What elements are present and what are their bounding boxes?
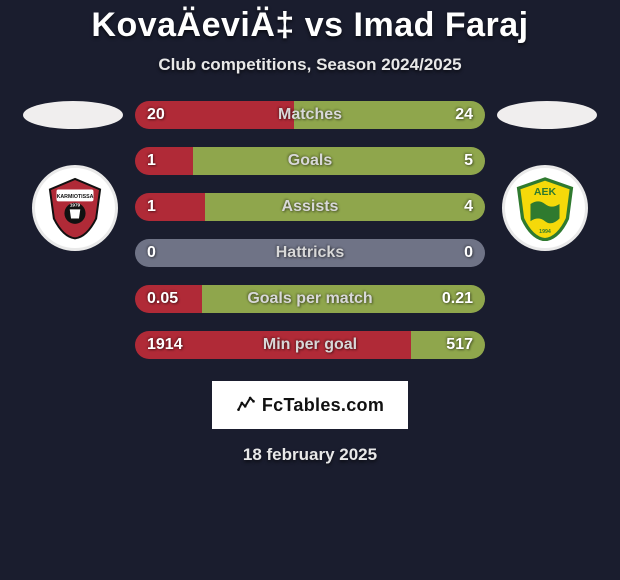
- stat-label: Hattricks: [135, 239, 485, 267]
- stat-label: Goals per match: [135, 285, 485, 313]
- stat-bar: Min per goal1914 517: [135, 331, 485, 359]
- page-title: KovaÄeviÄ‡ vs Imad Faraj: [0, 6, 620, 45]
- svg-text:AEK: AEK: [534, 186, 557, 198]
- stat-value-right: 4: [464, 193, 473, 221]
- stat-value-left: 1: [147, 193, 156, 221]
- left-side: KARMIOTISSA 1979: [15, 101, 135, 251]
- player-photo-placeholder-left: [23, 101, 123, 129]
- stat-value-left: 20: [147, 101, 165, 129]
- season-subtitle: Club competitions, Season 2024/2025: [0, 55, 620, 75]
- stat-bar: Goals1 5: [135, 147, 485, 175]
- stat-value-left: 1914: [147, 331, 183, 359]
- brand-text: FcTables.com: [262, 395, 384, 416]
- stat-value-right: 0: [464, 239, 473, 267]
- stat-value-right: 5: [464, 147, 473, 175]
- stat-value-left: 0.05: [147, 285, 178, 313]
- stat-label: Goals: [135, 147, 485, 175]
- date-text: 18 february 2025: [0, 445, 620, 465]
- stat-label: Assists: [135, 193, 485, 221]
- stat-value-right: 0.21: [442, 285, 473, 313]
- stat-label: Matches: [135, 101, 485, 129]
- stat-bar: Goals per match0.05 0.21: [135, 285, 485, 313]
- club-crest-left-icon: KARMIOTISSA 1979: [42, 175, 108, 241]
- stat-label: Min per goal: [135, 331, 485, 359]
- stat-value-left: 1: [147, 147, 156, 175]
- stat-bar: Assists1 4: [135, 193, 485, 221]
- player-photo-placeholder-right: [497, 101, 597, 129]
- svg-text:1979: 1979: [70, 203, 81, 208]
- brand-badge: FcTables.com: [212, 381, 408, 429]
- svg-text:KARMIOTISSA: KARMIOTISSA: [57, 194, 94, 200]
- chart-icon: [236, 393, 256, 418]
- stat-value-right: 517: [446, 331, 473, 359]
- club-crest-right-icon: AEK 1994: [512, 175, 578, 241]
- right-side: AEK 1994: [485, 101, 605, 251]
- stat-bar: Hattricks0 0: [135, 239, 485, 267]
- stat-bar: Matches20 24: [135, 101, 485, 129]
- club-badge-right: AEK 1994: [502, 165, 588, 251]
- club-badge-left: KARMIOTISSA 1979: [32, 165, 118, 251]
- svg-text:1994: 1994: [539, 229, 551, 235]
- stats-bars: Matches2024Goals15Assists14Hattricks00Go…: [135, 101, 485, 359]
- stat-value-right: 24: [455, 101, 473, 129]
- stat-value-left: 0: [147, 239, 156, 267]
- comparison-main: KARMIOTISSA 1979 Matches2024Goals15Assis…: [0, 101, 620, 359]
